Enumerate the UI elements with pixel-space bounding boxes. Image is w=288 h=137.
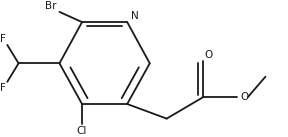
Text: F: F [0, 83, 6, 93]
Text: F: F [0, 34, 6, 44]
Text: O: O [205, 50, 213, 60]
Text: N: N [131, 11, 139, 21]
Text: Cl: Cl [77, 126, 87, 136]
Text: Br: Br [45, 1, 57, 11]
Text: O: O [240, 92, 248, 102]
